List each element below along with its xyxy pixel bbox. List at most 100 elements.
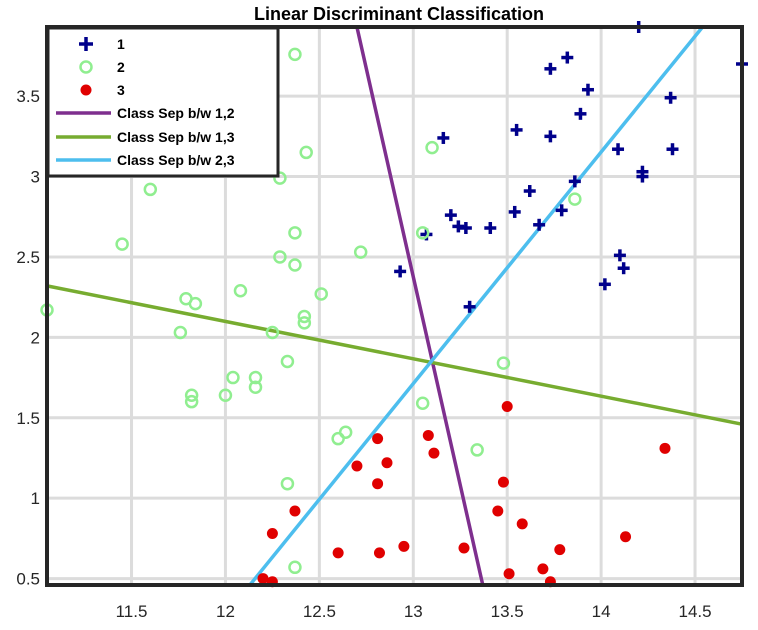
- separator-lines: [46, 25, 743, 587]
- point-class-3-21: [257, 573, 269, 585]
- grid-lines: [47, 27, 742, 585]
- point-class-2-31: [470, 443, 484, 457]
- point-class-2-17: [297, 316, 312, 330]
- point-class-1-13: [544, 62, 557, 75]
- x-tick-label-6: 14.5: [678, 602, 711, 621]
- point-class-3-0: [501, 401, 513, 413]
- point-class-3-4: [428, 447, 440, 459]
- point-class-2-0: [288, 47, 302, 62]
- point-class-1-17: [555, 204, 568, 217]
- point-class-3-17: [332, 547, 344, 559]
- point-class-2-14: [188, 296, 203, 311]
- y-tick-labels: 0.5 1 1.5 2 2.5 3 3.5: [16, 87, 40, 588]
- point-class-1-27: [617, 262, 630, 275]
- point-class-1-2: [544, 130, 557, 143]
- chart-title: Linear Discriminant Classification: [254, 4, 544, 24]
- point-class-2-20: [280, 354, 295, 369]
- point-class-1-7: [636, 165, 649, 178]
- point-class-2-26: [184, 388, 199, 402]
- y-tick-label-1: 1: [31, 489, 40, 508]
- point-class-2-10: [288, 258, 302, 272]
- point-class-2-33: [288, 560, 302, 575]
- point-class-3-18: [373, 547, 385, 559]
- point-class-2-7: [415, 226, 430, 240]
- point-class-2-5: [115, 237, 129, 251]
- point-class-1-16: [508, 205, 521, 218]
- legend-label-2: 2: [117, 59, 125, 75]
- point-class-2-32: [280, 476, 295, 491]
- x-tick-labels: 11.5 12 12.5 13 13.5 14 14.5: [116, 602, 712, 621]
- point-class-2-18: [173, 325, 188, 340]
- y-tick-label-3: 2: [31, 328, 40, 347]
- data-points: [40, 21, 748, 588]
- legend-marker-3: [80, 84, 92, 96]
- point-class-1-5: [612, 143, 625, 156]
- point-class-2-19: [265, 325, 280, 340]
- point-class-3-1: [659, 442, 671, 454]
- point-class-2-6: [288, 226, 302, 240]
- point-class-3-8: [372, 478, 384, 490]
- point-class-2-1: [299, 145, 313, 160]
- point-class-2-22: [226, 370, 240, 385]
- point-class-3-10: [492, 505, 504, 517]
- point-class-2-23: [248, 370, 263, 385]
- separator-line-2: [46, 284, 743, 426]
- point-class-1-24: [394, 265, 407, 278]
- x-tick-label-1: 12: [216, 602, 235, 621]
- point-class-2-25: [218, 388, 233, 402]
- point-class-1-25: [463, 300, 476, 313]
- legend-box: [46, 26, 280, 178]
- point-class-1-21: [459, 222, 472, 235]
- point-class-1-1: [510, 123, 523, 136]
- point-class-2-11: [233, 283, 248, 298]
- legend-marker-1: [79, 37, 93, 51]
- legend-label-sep-1-3: Class Sep b/w 1,3: [117, 129, 235, 145]
- point-class-1-15: [523, 185, 536, 198]
- point-class-1-9: [664, 91, 677, 104]
- plot-frame: [45, 25, 744, 587]
- point-class-1-12: [561, 51, 574, 64]
- point-class-1-0: [437, 131, 450, 144]
- y-tick-label-0: 0.5: [16, 570, 40, 589]
- point-class-3-9: [289, 505, 301, 517]
- point-class-3-6: [381, 457, 393, 469]
- point-class-2-16: [297, 309, 312, 324]
- point-class-2-12: [314, 287, 328, 301]
- point-class-2-28: [415, 396, 430, 411]
- point-class-1-28: [598, 278, 611, 291]
- point-class-3-5: [351, 460, 363, 472]
- point-class-1-19: [444, 209, 457, 222]
- point-class-1-26: [613, 249, 626, 262]
- y-tick-label-6: 3.5: [16, 87, 40, 106]
- point-class-2-3: [273, 171, 287, 185]
- legend-label-3: 3: [117, 82, 125, 98]
- x-tick-label-5: 14: [592, 602, 611, 621]
- point-class-3-19: [537, 563, 549, 575]
- point-class-1-14: [568, 175, 581, 188]
- point-class-2-4: [143, 182, 158, 197]
- legend-label-sep-1-2: Class Sep b/w 1,2: [117, 105, 235, 121]
- point-class-3-7: [497, 476, 509, 488]
- separator-line-1: [355, 26, 485, 586]
- point-class-2-8: [353, 245, 368, 259]
- point-class-2-27: [184, 394, 199, 409]
- point-class-1-18: [533, 218, 546, 231]
- x-tick-label-3: 13: [404, 602, 423, 621]
- point-class-3-11: [516, 518, 528, 530]
- y-tick-label-2: 1.5: [16, 409, 40, 428]
- legend-label-sep-2-3: Class Sep b/w 2,3: [117, 152, 235, 168]
- y-tick-label-4: 2.5: [16, 248, 40, 267]
- x-tick-label-4: 13.5: [491, 602, 524, 621]
- point-class-3-12: [266, 528, 278, 540]
- point-class-3-3: [372, 433, 384, 445]
- point-class-1-3: [574, 107, 587, 120]
- point-class-3-14: [398, 540, 410, 552]
- point-class-2-2: [425, 140, 439, 155]
- legend-label-1: 1: [117, 36, 125, 52]
- point-class-2-24: [248, 380, 263, 394]
- legend-marker-2: [79, 60, 93, 74]
- separator-line-3: [248, 25, 704, 587]
- point-class-3-20: [503, 568, 515, 580]
- point-class-1-4: [581, 83, 594, 96]
